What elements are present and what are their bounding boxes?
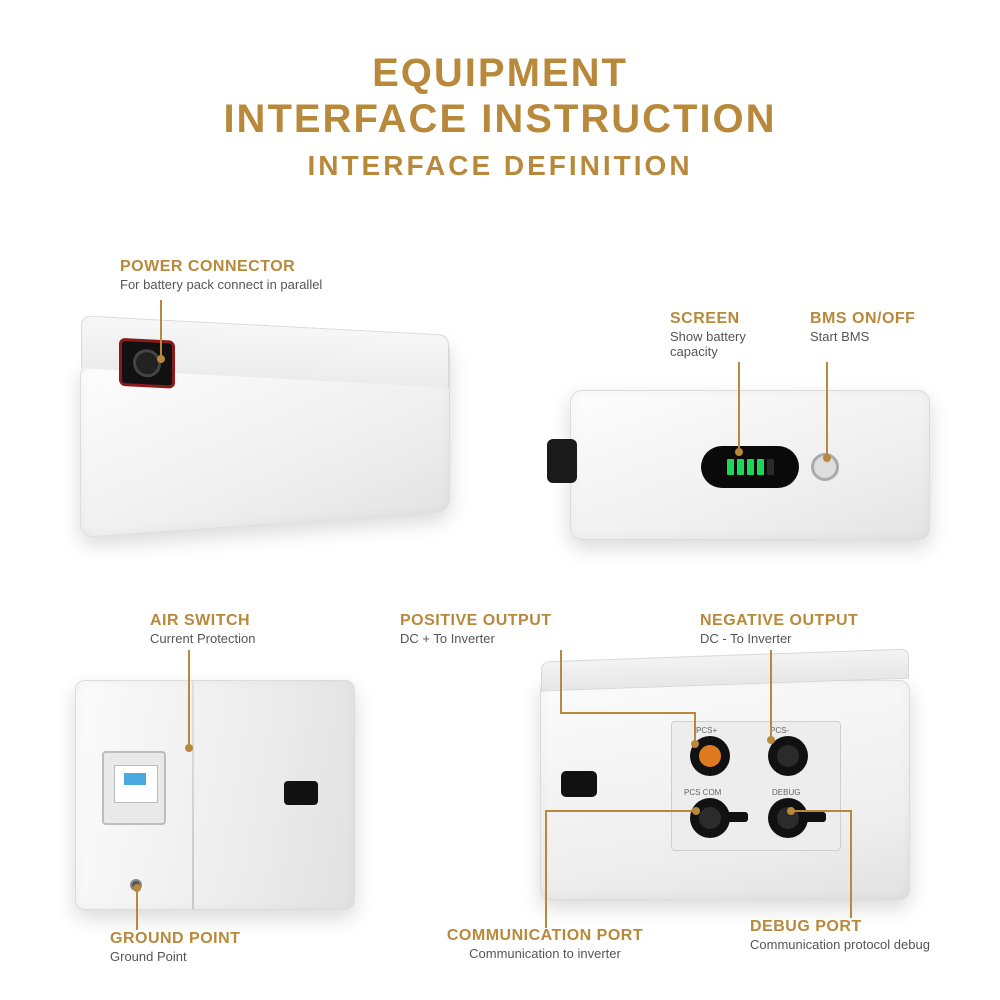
callout-title: COMMUNICATION PORT	[420, 928, 670, 945]
callout-sub: Show battery capacity	[670, 330, 746, 360]
left-side-plug-icon	[547, 439, 577, 483]
callout-air-switch: AIR SWITCH Current Protection	[150, 612, 256, 647]
title-sub: INTERFACE DEFINITION	[0, 150, 1000, 182]
callout-screen: SCREEN Show battery capacity	[670, 310, 746, 360]
callout-sub: DC - To Inverter	[700, 632, 858, 647]
side-plug-icon	[561, 771, 597, 797]
port-label: DEBUG	[772, 788, 800, 797]
title-line-1: EQUIPMENT	[0, 50, 1000, 96]
leader-dot-icon	[787, 807, 795, 815]
callout-bms: BMS ON/OFF Start BMS	[810, 310, 915, 345]
callout-sub: DC + To Inverter	[400, 632, 552, 647]
battery-bar-icon	[757, 459, 764, 475]
callout-title: BMS ON/OFF	[810, 310, 915, 328]
leader-line	[738, 362, 740, 450]
product-top-right	[570, 390, 930, 540]
leader-dot-icon	[823, 454, 831, 462]
callout-title: SCREEN	[670, 310, 746, 328]
callout-sub: Current Protection	[150, 632, 256, 647]
leader-dot-icon	[133, 884, 141, 892]
battery-screen	[701, 446, 799, 488]
callout-title: POSITIVE OUTPUT	[400, 612, 552, 630]
callout-communication-port: COMMUNICATION PORT Communication to inve…	[420, 928, 670, 962]
battery-bar-icon	[767, 459, 774, 475]
callout-title: GROUND POINT	[110, 930, 240, 948]
callout-debug-port: DEBUG PORT Communication protocol debug	[750, 918, 930, 953]
leader-dot-icon	[767, 736, 775, 744]
port-label: PCS COM	[684, 788, 721, 797]
callout-sub: Ground Point	[110, 950, 240, 965]
leader-line	[545, 810, 695, 812]
leader-dot-icon	[692, 807, 700, 815]
top-lip	[541, 649, 909, 692]
port-label: PCS+	[696, 726, 717, 735]
callout-title: AIR SWITCH	[150, 612, 256, 630]
leader-line	[790, 810, 850, 812]
battery-bar-icon	[737, 459, 744, 475]
callout-positive-output: POSITIVE OUTPUT DC + To Inverter	[400, 612, 552, 647]
leader-dot-icon	[735, 448, 743, 456]
communication-jack-icon	[690, 798, 730, 838]
callout-sub: Communication protocol debug	[750, 938, 930, 953]
leader-line	[560, 650, 562, 712]
battery-bar-icon	[727, 459, 734, 475]
leader-line	[560, 712, 694, 714]
leader-line	[136, 886, 138, 930]
callout-title: POWER CONNECTOR	[120, 258, 322, 276]
leader-line	[770, 650, 772, 738]
leader-line	[850, 810, 852, 918]
title-block: EQUIPMENT INTERFACE INSTRUCTION INTERFAC…	[0, 0, 1000, 182]
battery-bar-icon	[747, 459, 754, 475]
callout-sub: Start BMS	[810, 330, 915, 345]
panel-crease	[192, 681, 194, 909]
leader-line	[694, 712, 696, 742]
leader-line	[826, 362, 828, 456]
debug-jack-icon	[768, 798, 808, 838]
product-bottom-left	[75, 680, 355, 910]
power-connector-icon	[119, 338, 175, 389]
air-switch-icon	[102, 751, 166, 825]
callout-title: DEBUG PORT	[750, 918, 930, 936]
leader-dot-icon	[691, 740, 699, 748]
leader-dot-icon	[185, 744, 193, 752]
port-label: PCS-	[770, 726, 789, 735]
leader-line	[160, 300, 162, 358]
callout-title: NEGATIVE OUTPUT	[700, 612, 858, 630]
callout-negative-output: NEGATIVE OUTPUT DC - To Inverter	[700, 612, 858, 647]
leader-line	[545, 810, 547, 928]
side-port-icon	[284, 781, 318, 805]
callout-sub: For battery pack connect in parallel	[120, 278, 322, 293]
leader-line	[188, 650, 190, 746]
callout-ground: GROUND POINT Ground Point	[110, 930, 240, 965]
title-line-2: INTERFACE INSTRUCTION	[0, 96, 1000, 142]
callout-sub: Communication to inverter	[420, 947, 670, 962]
callout-power-connector: POWER CONNECTOR For battery pack connect…	[120, 258, 322, 293]
product-top-left	[80, 337, 450, 538]
leader-dot-icon	[157, 355, 165, 363]
